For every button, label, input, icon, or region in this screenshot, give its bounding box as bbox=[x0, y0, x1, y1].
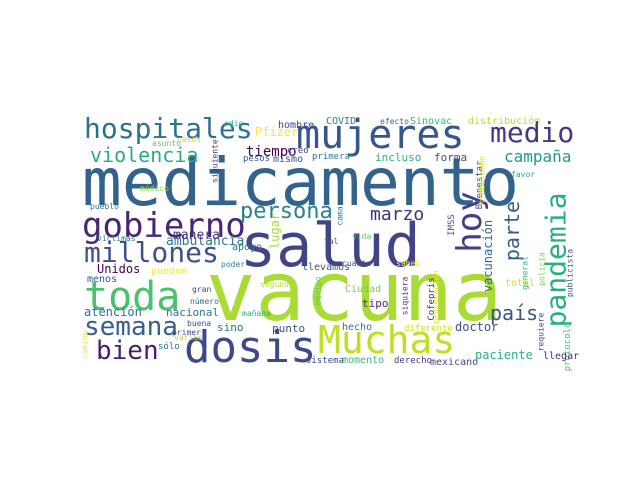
word-saben: saben bbox=[396, 259, 420, 268]
word-marzo: marzo bbox=[370, 204, 424, 225]
word-mujeres: mujeres bbox=[296, 112, 465, 158]
word-segundo: segundo bbox=[260, 280, 294, 289]
word-total: total bbox=[505, 278, 535, 289]
word-varias: varias bbox=[174, 333, 203, 342]
word-incluso: incluso bbox=[375, 151, 421, 164]
word-salud: salud bbox=[240, 211, 421, 281]
word-derecho: derecho bbox=[394, 356, 432, 366]
word-medicamento: medicamento bbox=[82, 144, 519, 221]
word-hombre: hombre bbox=[278, 120, 314, 131]
word-pfizer: Pfizer bbox=[255, 125, 298, 139]
word-protocolo: protocolo bbox=[563, 323, 573, 372]
word-trabajando: trabajando bbox=[478, 156, 487, 204]
word-cuanto: cuanto bbox=[342, 259, 371, 268]
word-solo: sólo bbox=[158, 341, 180, 352]
word-bien: bien bbox=[96, 336, 159, 366]
cloud-background bbox=[82, 111, 564, 366]
word-primera: primera bbox=[312, 152, 350, 162]
word-cofepris: Cofepris bbox=[427, 277, 437, 320]
word-semana: semana bbox=[84, 312, 178, 342]
word-covid: COVID bbox=[326, 116, 356, 127]
word-siguiente: siguiente bbox=[211, 139, 220, 183]
word-efecto: efecto bbox=[380, 117, 409, 126]
word-lugar: lugar bbox=[268, 213, 282, 249]
word-doctor: doctor bbox=[455, 320, 498, 334]
word-favor: favor bbox=[511, 170, 535, 179]
word-cama: cama bbox=[336, 206, 345, 225]
word-creo: creo bbox=[287, 146, 309, 156]
word-millones: millones bbox=[84, 236, 219, 269]
word-toda: toda bbox=[84, 274, 180, 320]
word-hospitales: hospitales bbox=[84, 112, 253, 145]
word-campana: campaña bbox=[504, 147, 571, 166]
word-equipo: equipo bbox=[314, 276, 323, 305]
word-siquiera: siquiera bbox=[401, 277, 410, 316]
word-apoyo: apoyo bbox=[232, 242, 262, 253]
word-punto: punto bbox=[272, 322, 305, 335]
word-requiere: requiere bbox=[537, 313, 546, 352]
word-tiempo: tiempo bbox=[246, 144, 297, 160]
word-violencia: violencia bbox=[90, 143, 198, 167]
word-camino: camino bbox=[81, 330, 90, 359]
word-gobierno: gobierno bbox=[82, 206, 246, 246]
word-sinovac: Sinovac bbox=[410, 116, 452, 127]
word-medio: medio bbox=[490, 116, 574, 149]
word-imss: IMSS bbox=[447, 214, 457, 236]
word-atencion: atención bbox=[84, 305, 142, 319]
word-pesos: pesos bbox=[243, 154, 270, 164]
word-gran: gran bbox=[192, 285, 211, 294]
word-sistema: sistema bbox=[306, 356, 344, 366]
word-diferente: diferente bbox=[404, 324, 453, 334]
word-poder: poder bbox=[221, 260, 245, 269]
word-buena: buena bbox=[187, 319, 211, 328]
word-ciudad: Ciudad bbox=[345, 284, 381, 295]
word-publicista: publicista bbox=[566, 249, 575, 297]
word-vida: vida bbox=[352, 232, 371, 241]
word-victimas: víctimas bbox=[97, 234, 136, 243]
word-hecho: hecho bbox=[342, 322, 372, 333]
word-llegar: llegar bbox=[543, 351, 579, 362]
word-momento: momento bbox=[342, 355, 384, 366]
word-pandemia: pandemia bbox=[540, 193, 573, 328]
word-nacional: nacional bbox=[166, 306, 219, 319]
word-pueblo: pueblo bbox=[90, 202, 119, 211]
word-policia: policía bbox=[538, 252, 547, 286]
word-casos: casos bbox=[177, 135, 201, 144]
word-primer: primer bbox=[172, 328, 201, 337]
word-hoy: hoy bbox=[450, 191, 490, 252]
word-bienestar: Bienestar bbox=[475, 160, 485, 209]
word-forma: forma bbox=[434, 151, 467, 164]
word-vacuna: vacuna bbox=[206, 245, 502, 340]
word-menos: menos bbox=[87, 274, 117, 285]
word-numero: número bbox=[190, 297, 219, 306]
word-medico: médico bbox=[140, 183, 169, 193]
word-paciente: paciente bbox=[475, 348, 533, 362]
word-pueden: pueden bbox=[151, 266, 187, 277]
word-dosis: dosis bbox=[184, 322, 316, 373]
word-asunto: asunto bbox=[152, 139, 181, 148]
word-mexicano: mexicano bbox=[430, 357, 478, 368]
word-pais: país bbox=[490, 301, 538, 325]
word-persona: persona bbox=[240, 199, 333, 224]
word-sino: sino bbox=[217, 321, 244, 334]
word-ambulancia: ambulancia bbox=[166, 234, 244, 249]
word-distribucion: distribución bbox=[468, 115, 540, 127]
word-parte: parte bbox=[500, 201, 524, 261]
word-general: general bbox=[521, 256, 530, 290]
word-tal: tal bbox=[324, 237, 339, 246]
word-manera: manera bbox=[173, 228, 220, 243]
word-manana: mañana bbox=[242, 309, 271, 318]
word-provocacion: provocación bbox=[431, 270, 441, 323]
word-odio: odio bbox=[224, 119, 243, 128]
word-llevamos: llevamos bbox=[302, 262, 350, 273]
word-vacunacion: vacunación bbox=[481, 220, 495, 292]
word-mismo: mismo bbox=[273, 154, 303, 165]
word-muchas: Muchas bbox=[318, 318, 455, 362]
word-unidos: Unidos bbox=[97, 262, 140, 276]
word-tipo: tipo bbox=[362, 297, 389, 310]
